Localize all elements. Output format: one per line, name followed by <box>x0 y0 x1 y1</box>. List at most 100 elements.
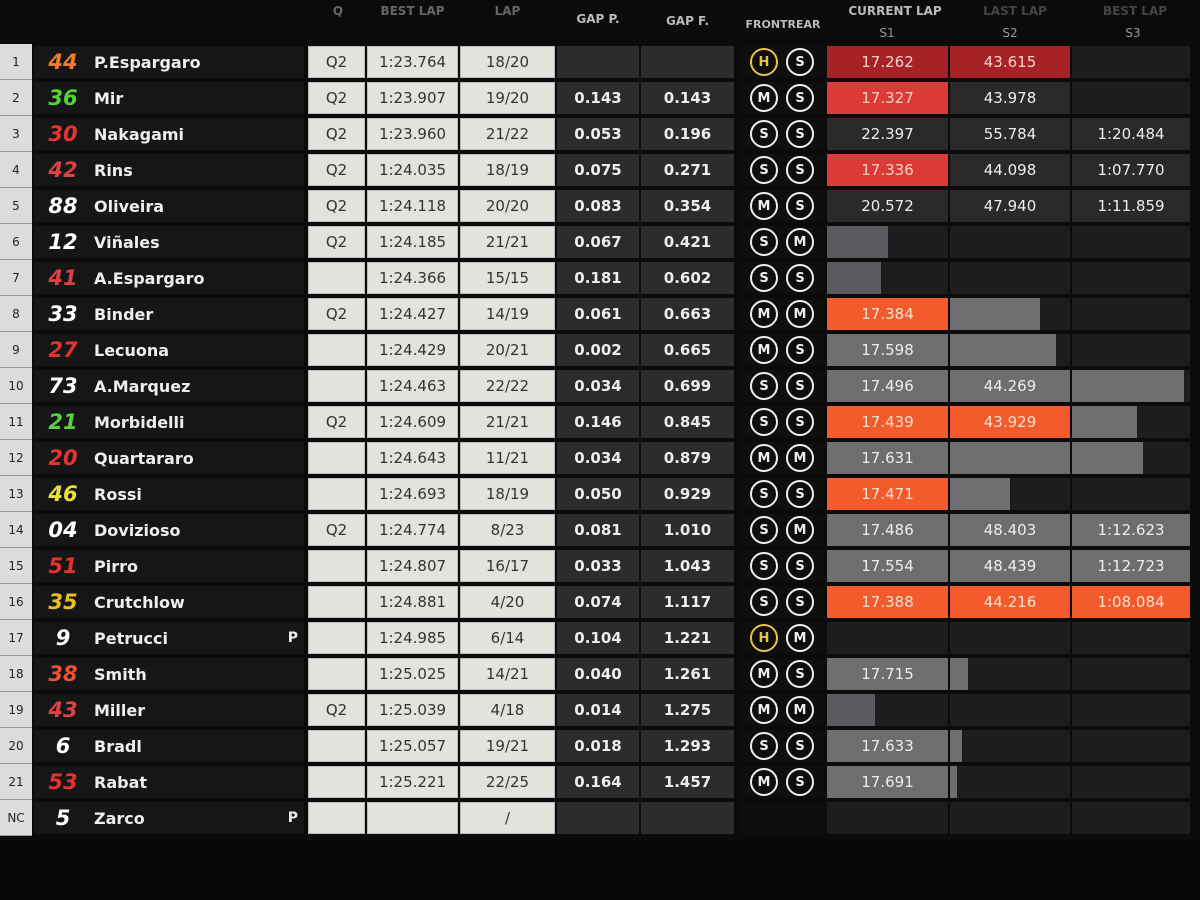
gap-first <box>641 802 734 834</box>
table-row[interactable]: 14 04 Dovizioso Q2 1:24.774 8/23 0.081 1… <box>0 512 1200 548</box>
qualifying-group: Q2 <box>308 694 365 726</box>
table-row[interactable]: 19 43 Miller Q2 1:25.039 4/18 0.014 1.27… <box>0 692 1200 728</box>
gap-first: 1.221 <box>641 622 734 654</box>
table-row[interactable]: 7 41 A.Espargaro 1:24.366 15/15 0.181 0.… <box>0 260 1200 296</box>
table-row[interactable]: 18 38 Smith 1:25.025 14/21 0.040 1.261 M… <box>0 656 1200 692</box>
rear-tyre-icon: M <box>786 624 814 652</box>
table-row[interactable]: 11 21 Morbidelli Q2 1:24.609 21/21 0.146… <box>0 404 1200 440</box>
best-lap-time: 1:24.185 <box>367 226 458 258</box>
qualifying-group <box>308 334 365 366</box>
sector-3-time: 1:11.859 <box>1072 190 1190 222</box>
rider-cell[interactable]: 21 Morbidelli <box>34 406 304 438</box>
sector-1-cell: 17.598 <box>827 334 948 366</box>
table-row[interactable]: 4 42 Rins Q2 1:24.035 18/19 0.075 0.271 … <box>0 152 1200 188</box>
rider-number: 42 <box>48 158 78 182</box>
rider-cell[interactable]: 20 Quartararo <box>34 442 304 474</box>
rider-number: 20 <box>48 446 78 470</box>
table-row[interactable]: 1 44 P.Espargaro Q2 1:23.764 18/20 H S 17.… <box>0 44 1200 80</box>
table-row[interactable]: 6 12 Viñales Q2 1:24.185 21/21 0.067 0.4… <box>0 224 1200 260</box>
position: 20 <box>0 728 32 764</box>
rider-name: Quartararo <box>94 448 194 468</box>
rider-cell[interactable]: 46 Rossi <box>34 478 304 510</box>
sector-3-time: 1:12.723 <box>1072 550 1190 582</box>
rear-tyre-icon: S <box>786 84 814 112</box>
table-row[interactable]: 17 9 Petrucci P 1:24.985 6/14 0.104 1.22… <box>0 620 1200 656</box>
lap-count: 20/20 <box>460 190 555 222</box>
sector-2-time: 44.216 <box>950 586 1070 618</box>
rider-cell[interactable]: 5 Zarco P <box>34 802 304 834</box>
rider-number: 88 <box>48 194 78 218</box>
rider-cell[interactable]: 38 Smith <box>34 658 304 690</box>
best-lap-time: 1:24.366 <box>367 262 458 294</box>
table-row[interactable]: 21 53 Rabat 1:25.221 22/25 0.164 1.457 M… <box>0 764 1200 800</box>
tab-last-lap[interactable]: LAST LAP <box>983 4 1047 18</box>
sector-3-cell <box>1072 262 1190 294</box>
table-row[interactable]: 10 73 A.Marquez 1:24.463 22/22 0.034 0.6… <box>0 368 1200 404</box>
rear-tyre-icon: M <box>786 696 814 724</box>
rider-cell[interactable]: 53 Rabat <box>34 766 304 798</box>
rider-cell[interactable]: 51 Pirro <box>34 550 304 582</box>
qualifying-group <box>308 442 365 474</box>
sector-3-cell <box>1072 622 1190 654</box>
rider-cell[interactable]: 04 Dovizioso <box>34 514 304 546</box>
best-lap-time: 1:24.429 <box>367 334 458 366</box>
front-tyre-icon: S <box>750 120 778 148</box>
sector-3-time: 1:07.770 <box>1072 154 1190 186</box>
rider-cell[interactable]: 6 Bradl <box>34 730 304 762</box>
position: 2 <box>0 80 32 116</box>
lap-count: 21/22 <box>460 118 555 150</box>
table-row[interactable]: 15 51 Pirro 1:24.807 16/17 0.033 1.043 S… <box>0 548 1200 584</box>
table-row[interactable]: 8 33 Binder Q2 1:24.427 14/19 0.061 0.66… <box>0 296 1200 332</box>
sector-1-cell: 17.691 <box>827 766 948 798</box>
gap-first: 0.663 <box>641 298 734 330</box>
sector-3-cell <box>1072 46 1190 78</box>
tab-current-lap[interactable]: CURRENT LAP <box>848 4 942 18</box>
table-row[interactable]: 12 20 Quartararo 1:24.643 11/21 0.034 0.… <box>0 440 1200 476</box>
rider-cell[interactable]: 33 Binder <box>34 298 304 330</box>
qualifying-group <box>308 622 365 654</box>
lap-count: 11/21 <box>460 442 555 474</box>
best-lap-time: 1:24.643 <box>367 442 458 474</box>
rider-cell[interactable]: 44 P.Espargaro <box>34 46 304 78</box>
front-tyre-icon: S <box>750 516 778 544</box>
front-tyre-icon: S <box>750 264 778 292</box>
sector-2-time: 47.940 <box>950 190 1070 222</box>
table-row[interactable]: 3 30 Nakagami Q2 1:23.960 21/22 0.053 0.… <box>0 116 1200 152</box>
qualifying-group: Q2 <box>308 298 365 330</box>
rider-cell[interactable]: 12 Viñales <box>34 226 304 258</box>
sector-3-time: 1:08.084 <box>1072 586 1190 618</box>
rider-cell[interactable]: 30 Nakagami <box>34 118 304 150</box>
rider-number: 12 <box>48 230 78 254</box>
rider-cell[interactable]: 42 Rins <box>34 154 304 186</box>
position: 15 <box>0 548 32 584</box>
table-row[interactable]: 2 36 Mir Q2 1:23.907 19/20 0.143 0.143 M… <box>0 80 1200 116</box>
sector-1-cell: 17.496 <box>827 370 948 402</box>
rider-cell[interactable]: 41 A.Espargaro <box>34 262 304 294</box>
rider-cell[interactable]: 88 Oliveira <box>34 190 304 222</box>
rider-cell[interactable]: 27 Lecuona <box>34 334 304 366</box>
sector-1-time: 17.336 <box>827 154 948 186</box>
rider-cell[interactable]: 35 Crutchlow <box>34 586 304 618</box>
rider-cell[interactable]: 73 A.Marquez <box>34 370 304 402</box>
rider-number: 04 <box>48 518 78 542</box>
table-row[interactable]: 5 88 Oliveira Q2 1:24.118 20/20 0.083 0.… <box>0 188 1200 224</box>
table-row[interactable]: 16 35 Crutchlow 1:24.881 4/20 0.074 1.11… <box>0 584 1200 620</box>
table-row[interactable]: NC 5 Zarco P / <box>0 800 1200 836</box>
lap-count: 21/21 <box>460 226 555 258</box>
table-row[interactable]: 9 27 Lecuona 1:24.429 20/21 0.002 0.665 … <box>0 332 1200 368</box>
table-row[interactable]: 13 46 Rossi 1:24.693 18/19 0.050 0.929 S… <box>0 476 1200 512</box>
qualifying-group: Q2 <box>308 406 365 438</box>
sector-2-cell: 47.940 <box>950 190 1070 222</box>
tab-best-lap[interactable]: BEST LAP <box>1102 4 1168 18</box>
lap-count: 22/22 <box>460 370 555 402</box>
rider-number: 51 <box>48 554 78 578</box>
sector-1-time: 20.572 <box>827 190 948 222</box>
rider-cell[interactable]: 36 Mir <box>34 82 304 114</box>
rider-cell[interactable]: 9 Petrucci P <box>34 622 304 654</box>
rider-cell[interactable]: 43 Miller <box>34 694 304 726</box>
rear-tyre-icon: S <box>786 48 814 76</box>
